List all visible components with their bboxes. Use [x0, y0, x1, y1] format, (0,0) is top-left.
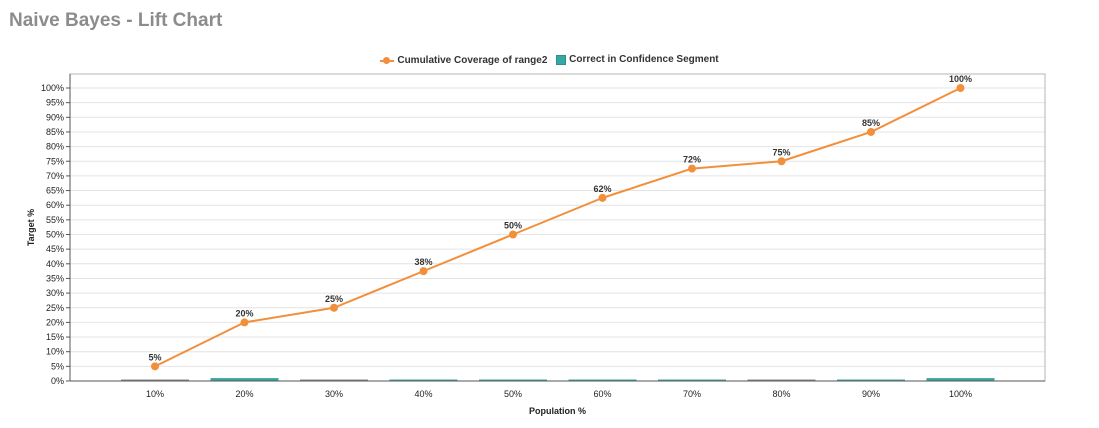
y-tick-label: 45% [46, 244, 64, 254]
data-point [419, 267, 428, 276]
legend-line-marker-icon [380, 56, 395, 65]
data-label: 62% [593, 184, 611, 194]
y-tick-label: 50% [46, 230, 64, 240]
bar [479, 379, 547, 381]
y-tick-label: 80% [46, 142, 64, 152]
data-point [688, 164, 696, 173]
line-segment [602, 167, 693, 199]
y-axis-title: Target % [26, 209, 36, 246]
chart-title: Naive Bayes - Lift Chart [9, 10, 223, 31]
data-label: 75% [772, 147, 790, 157]
y-tick-label: 35% [46, 273, 64, 283]
y-tick-label: 40% [46, 259, 64, 269]
chart-legend: Cumulative Coverage of range2 Correct in… [0, 54, 1099, 68]
x-tick-label: 20% [235, 389, 253, 399]
y-tick-label: 65% [46, 186, 64, 196]
y-tick-label: 0% [51, 376, 64, 386]
data-label: 5% [148, 352, 161, 362]
bar [837, 379, 905, 381]
data-label: 85% [862, 118, 880, 128]
data-label: 100% [949, 74, 972, 84]
bar [121, 379, 189, 381]
data-point [151, 362, 159, 371]
x-tick-label: 50% [504, 389, 522, 399]
y-tick-label: 60% [46, 200, 64, 210]
data-point [598, 193, 607, 202]
bar [389, 379, 458, 381]
y-tick-label: 30% [46, 288, 64, 298]
line-segment [244, 306, 335, 324]
data-point [777, 157, 786, 166]
bar [568, 379, 637, 381]
line-segment [870, 87, 961, 133]
line-segment [423, 233, 514, 273]
y-tick-label: 55% [46, 215, 64, 225]
data-label: 20% [235, 308, 253, 318]
bar [210, 378, 279, 381]
line-segment [512, 196, 603, 236]
bar [300, 379, 368, 381]
data-label: 38% [414, 257, 432, 267]
x-tick-label: 100% [949, 389, 972, 399]
bar [926, 378, 995, 381]
line-segment [154, 321, 245, 368]
legend-item-line[interactable]: Cumulative Coverage of range2 [380, 55, 547, 66]
data-point [240, 318, 249, 327]
y-tick-label: 15% [46, 332, 64, 342]
axes: 0% 5% 10% 15% 20% 25% 30% 35% 40% 45% 50% 55% 60% 65%… [26, 73, 1046, 416]
bars-layer [121, 378, 995, 381]
x-tick-label: 90% [862, 389, 880, 399]
bar [747, 379, 816, 381]
x-tick-label: 70% [683, 389, 701, 399]
y-tick-label: 90% [46, 112, 64, 122]
legend-line-label: Cumulative Coverage of range2 [397, 54, 548, 66]
x-tick-label: 30% [325, 389, 343, 399]
x-tick-label: 80% [772, 389, 790, 399]
line-segment [333, 270, 424, 309]
y-tick-label: 5% [51, 361, 64, 371]
y-tick-label: 75% [46, 156, 64, 166]
data-label: 50% [504, 221, 522, 231]
legend-bar-label: Correct in Confidence Segment [569, 54, 719, 65]
data-point [867, 127, 875, 136]
labels-layer: 5% 20% 25% 38% 50% 62% 72% 75% 85% 100% [148, 74, 972, 362]
data-point [956, 84, 965, 92]
y-tick-label: 100% [41, 83, 64, 93]
x-tick-label: 10% [146, 389, 164, 399]
data-point [330, 303, 338, 312]
line-segment [691, 160, 782, 170]
data-label: 72% [683, 155, 701, 165]
y-tick-label: 25% [46, 303, 64, 313]
data-label: 25% [325, 294, 343, 304]
y-tick-label: 10% [46, 347, 64, 357]
plot-frame [69, 73, 1046, 382]
bar [658, 379, 726, 381]
y-tick-label: 95% [46, 98, 64, 108]
data-point [509, 230, 517, 239]
y-tick-label: 20% [46, 317, 64, 327]
line-layer [151, 84, 965, 371]
legend-bar-marker-icon [556, 54, 567, 65]
y-tick-label: 85% [46, 127, 64, 137]
y-tick-label: 70% [46, 171, 64, 181]
x-tick-label: 60% [593, 389, 611, 399]
x-axis-title: Population % [529, 406, 586, 416]
line-segment [781, 130, 872, 163]
x-tick-label: 40% [414, 389, 432, 399]
grid-lines [70, 87, 1045, 367]
legend-item-bar[interactable]: Correct in Confidence Segment [556, 54, 719, 65]
